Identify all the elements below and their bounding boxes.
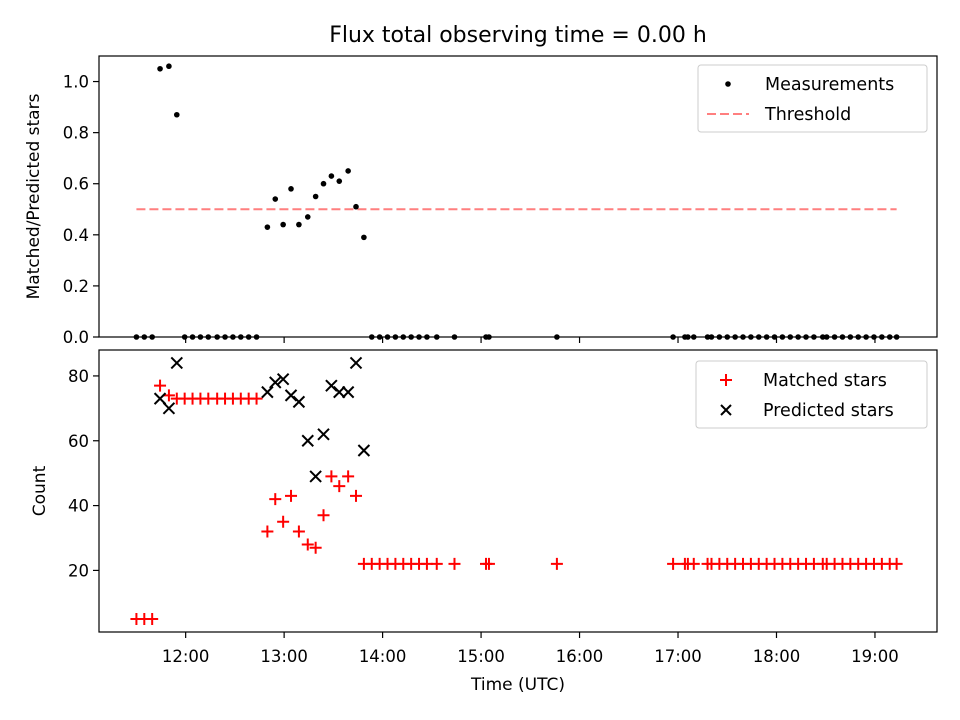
measurement-point — [328, 173, 335, 179]
matched-star-point — [482, 557, 495, 570]
bottom-plot-frame — [98, 349, 938, 633]
matched-star-point — [687, 557, 700, 570]
top-y-tick-label: 1.0 — [63, 73, 89, 92]
top-data-marks — [133, 63, 900, 340]
measurement-point — [166, 63, 172, 70]
bottom-x-tick-label: 13:00 — [260, 647, 308, 666]
legend-threshold-label: Threshold — [764, 105, 851, 125]
matched-star-point — [162, 389, 175, 402]
matched-star-point — [301, 538, 314, 551]
legend-predicted-label: Predicted stars — [763, 401, 894, 421]
predicted-star-point — [261, 385, 274, 399]
top-legend-box — [697, 64, 928, 133]
matched-star-point — [667, 557, 680, 570]
bottom-x-tick-label: 18:00 — [753, 647, 801, 666]
matched-star-point — [350, 489, 363, 502]
bottom-x-tick-label: 16:00 — [556, 647, 604, 666]
bottom-y-tick-label: 80 — [68, 367, 89, 386]
matched-star-point — [342, 470, 355, 483]
measurement-point — [264, 224, 271, 230]
top-legend: Measurements Threshold — [697, 64, 928, 133]
matched-star-point — [154, 379, 167, 392]
top-y-tick-label: 0.2 — [63, 277, 89, 296]
top-y-tick-label: 0.0 — [63, 328, 89, 347]
measurement-point — [272, 196, 279, 202]
top-x-ticks — [185, 337, 876, 343]
chart-title: Flux total observing time = 0.00 h — [329, 23, 707, 48]
bottom-legend-box — [695, 360, 928, 429]
bottom-y-tick-label: 60 — [68, 432, 89, 451]
predicted-star-point — [357, 444, 371, 457]
predicted-star-point — [309, 470, 322, 483]
bottom-legend: Matched stars Predicted stars — [695, 360, 928, 429]
matched-star-point — [890, 557, 903, 570]
predicted-star-point — [292, 395, 306, 409]
matched-star-point — [146, 613, 159, 626]
predicted-star-point — [153, 392, 167, 405]
matched-star-point — [250, 392, 263, 405]
top-y-axis-label: Matched/Predicted stars — [24, 93, 44, 299]
matched-star-point — [277, 515, 290, 528]
matched-star-point — [325, 470, 338, 483]
bottom-y-ticks: 20 40 60 80 — [68, 367, 99, 580]
legend-predicted-marker — [720, 404, 732, 416]
measurement-point — [320, 180, 327, 187]
bottom-x-tick-label: 17:00 — [654, 647, 702, 666]
bottom-x-ticks: 12:00 13:00 14:00 15:00 16:00 17:00 18:00 19:00 — [162, 632, 899, 666]
measurement-point — [157, 65, 163, 72]
predicted-star-point — [276, 372, 290, 386]
matched-star-point — [317, 509, 330, 522]
top-y-tick-label: 0.8 — [63, 124, 89, 143]
top-panel: 0.0 0.2 0.4 0.6 0.8 1.0 Matched/Predicted sta… — [24, 55, 938, 347]
measurement-point — [304, 214, 311, 220]
matched-star-point — [448, 557, 461, 570]
predicted-star-point — [301, 434, 314, 447]
legend-measurements-marker — [725, 81, 731, 87]
predicted-star-point — [170, 356, 184, 370]
bottom-x-tick-label: 12:00 — [162, 647, 210, 666]
top-y-tick-label: 0.4 — [63, 226, 89, 245]
measurement-point — [353, 203, 359, 210]
measurement-point — [173, 111, 180, 118]
matched-star-point — [285, 489, 298, 502]
predicted-star-point — [341, 385, 355, 399]
top-y-ticks: 0.0 0.2 0.4 0.6 0.8 1.0 — [63, 73, 99, 347]
matched-star-point — [261, 525, 274, 538]
matched-star-point — [309, 541, 322, 554]
measurement-point — [312, 193, 319, 200]
bottom-data-marks — [130, 356, 903, 626]
predicted-star-point — [269, 376, 282, 389]
measurement-point — [336, 178, 343, 184]
measurement-point — [361, 234, 367, 241]
matched-star-point — [292, 525, 305, 538]
matched-star-point — [269, 493, 282, 506]
measurement-point — [296, 221, 302, 228]
matched-star-point — [430, 557, 443, 570]
bottom-y-tick-label: 40 — [68, 497, 89, 516]
legend-measurements-label: Measurements — [765, 75, 894, 95]
top-y-tick-label: 0.6 — [63, 175, 89, 194]
measurement-point — [288, 186, 294, 192]
measurement-point — [280, 221, 286, 228]
x-axis-label: Time (UTC) — [470, 675, 565, 695]
bottom-x-tick-label: 15:00 — [457, 647, 505, 666]
top-plot-frame — [98, 55, 938, 338]
bottom-x-tick-label: 19:00 — [851, 647, 899, 666]
predicted-star-point — [333, 385, 346, 399]
bottom-y-tick-label: 20 — [68, 561, 89, 580]
measurement-point — [345, 168, 351, 174]
predicted-star-point — [317, 428, 330, 441]
legend-matched-label: Matched stars — [763, 371, 887, 391]
matched-star-point — [333, 480, 346, 493]
bottom-y-axis-label: Count — [30, 465, 50, 516]
predicted-star-point — [162, 402, 176, 415]
matched-star-point — [550, 557, 563, 570]
predicted-star-point — [349, 356, 363, 370]
legend-matched-marker — [720, 374, 732, 386]
bottom-x-tick-label: 14:00 — [359, 647, 407, 666]
